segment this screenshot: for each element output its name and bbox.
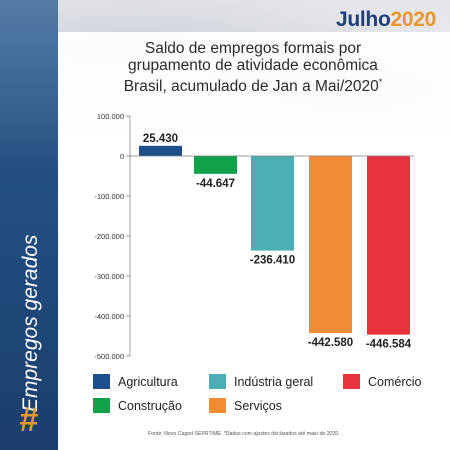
data-label: -442.580 (308, 337, 353, 349)
title-footnote-mark: * (378, 77, 383, 87)
side-label: Empregos gerados (8, 200, 50, 420)
bar-agricultura (139, 145, 182, 156)
brand-logo: Julho2020 (336, 8, 436, 32)
hashtag-icon: # (12, 401, 46, 439)
chart-title-line-1: Saldo de empregos formais por (144, 40, 362, 57)
data-label: -44.647 (196, 178, 235, 190)
data-label: 25.430 (143, 133, 178, 145)
legend-swatch (93, 398, 110, 413)
y-tick-label: 0 (120, 152, 124, 161)
legend-item-construção: Construção (93, 398, 182, 413)
bar-construção (194, 156, 237, 174)
side-label-text: Empregos gerados (19, 234, 42, 412)
brand-year: 2020 (390, 8, 436, 31)
legend-item-agricultura: Agricultura (93, 374, 178, 389)
legend-label: Comércio (368, 374, 422, 389)
legend-item-comércio: Comércio (343, 374, 422, 389)
y-tick-label: -200.000 (94, 232, 124, 241)
legend-swatch (93, 374, 110, 389)
bar-indústria-geral (251, 156, 294, 251)
legend-label: Construção (118, 398, 182, 413)
legend-label: Serviços (234, 398, 282, 413)
y-tick-label: -500.000 (94, 352, 124, 361)
y-tick-label: -400.000 (94, 312, 124, 321)
y-tick-label: -100.000 (94, 192, 124, 201)
y-tick-label: -300.000 (94, 272, 124, 281)
bar-comércio (367, 156, 410, 335)
side-band (0, 0, 58, 450)
y-tick-label: 100.000 (97, 112, 124, 121)
data-label: -236.410 (250, 255, 295, 267)
legend-item-serviços: Serviços (209, 398, 282, 413)
legend-label: Agricultura (118, 374, 178, 389)
legend-swatch (209, 374, 226, 389)
chart-title: Saldo de empregos formais por grupamento… (88, 40, 418, 95)
chart-title-line-3: Brasil, acumulado de Jan a Mai/2020* (123, 77, 383, 96)
data-label: -446.584 (366, 339, 412, 351)
legend-swatch (209, 398, 226, 413)
legend-item-indústria-geral: Indústria geral (209, 374, 313, 389)
legend-swatch (343, 374, 360, 389)
svg-text:#: # (20, 402, 39, 436)
side-photo (0, 0, 58, 170)
legend-label: Indústria geral (234, 374, 314, 389)
chart-title-line-2: grupamento de atividade econômica (128, 57, 378, 74)
brand-name: Julho (335, 8, 391, 31)
bar-serviços (309, 156, 352, 334)
source-note: Fonte: Novo Caged SEPRT/ME. *Dados com a… (148, 431, 340, 437)
chart-legend: Agricultura Construção Indústria geral Serv… (93, 374, 438, 418)
